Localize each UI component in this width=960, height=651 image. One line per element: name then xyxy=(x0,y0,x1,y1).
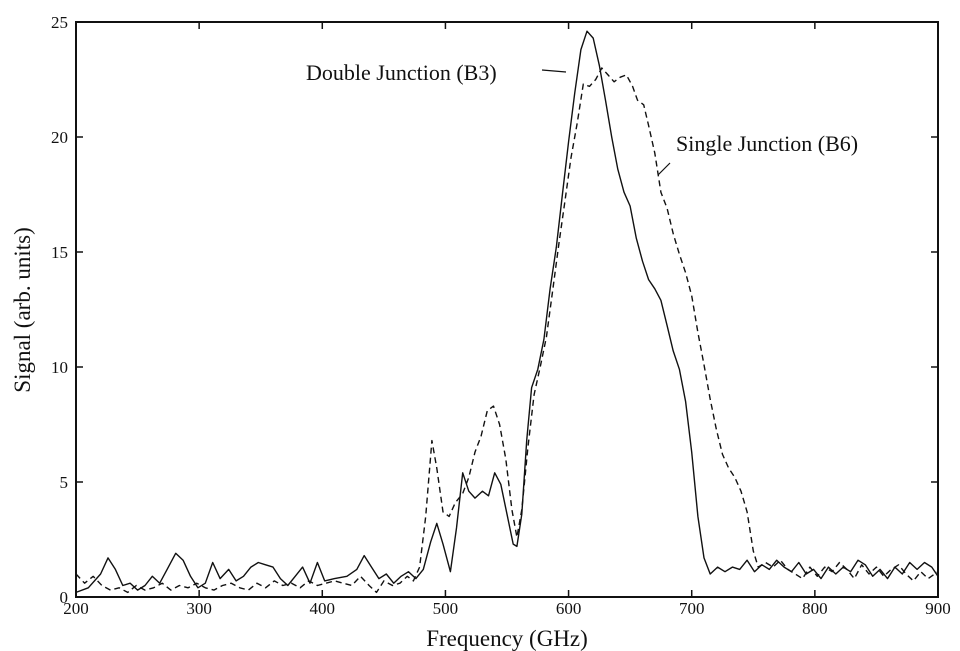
series-line-double-junction xyxy=(75,30,939,594)
series-group xyxy=(75,30,939,594)
y-tick-label: 0 xyxy=(60,588,69,607)
series-line-single-junction xyxy=(75,67,939,594)
y-tick-label: 25 xyxy=(51,13,68,32)
x-tick-label: 600 xyxy=(556,599,582,618)
x-axis-label: Frequency (GHz) xyxy=(426,626,588,651)
y-tick-label: 10 xyxy=(51,358,68,377)
x-tick-label: 500 xyxy=(433,599,459,618)
leader-double-junction xyxy=(541,69,567,73)
x-tick-label: 400 xyxy=(310,599,336,618)
y-axis-label: Signal (arb. units) xyxy=(10,227,35,392)
axis-ticks xyxy=(75,21,939,598)
y-tick-label: 20 xyxy=(51,128,68,147)
x-tick-label: 800 xyxy=(802,599,828,618)
leader-single-junction xyxy=(657,162,671,176)
y-tick-label: 5 xyxy=(60,473,69,492)
annotation-single-junction: Single Junction (B6) xyxy=(676,131,858,156)
plot-frame xyxy=(75,21,939,598)
y-tick-label: 15 xyxy=(51,243,68,262)
annotation-leaders xyxy=(541,69,671,176)
x-tick-label: 200 xyxy=(63,599,89,618)
x-tick-label: 700 xyxy=(679,599,705,618)
x-tick-label: 300 xyxy=(186,599,212,618)
annotation-double-junction: Double Junction (B3) xyxy=(306,60,497,85)
x-tick-label: 900 xyxy=(925,599,951,618)
axis-tick-labels: 200 300 400 500 600 700 800 900 0 5 10 15 20 25 xyxy=(51,13,951,618)
